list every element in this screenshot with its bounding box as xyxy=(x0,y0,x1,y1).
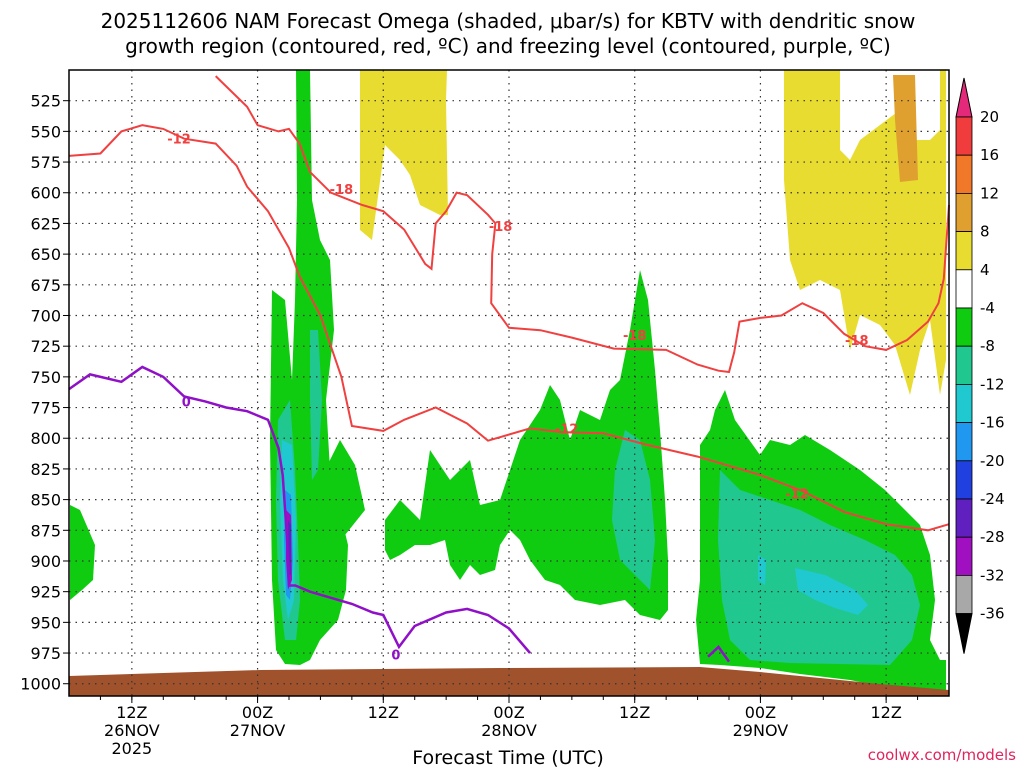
y-tick-label: 925 xyxy=(30,583,61,602)
colorbar-segment xyxy=(955,116,973,156)
time-gridlines xyxy=(131,70,887,696)
x-tick-day: 29NOV xyxy=(733,721,789,740)
contour-label: -12 xyxy=(785,487,809,502)
colorbar-segment xyxy=(955,192,973,232)
contour-labels: -12 -18 -18 -18 -18 -12 -12 0 0 xyxy=(167,133,869,664)
y-tick-label: 900 xyxy=(30,552,61,571)
y-axis: 525 550 575 600 625 650 675 700 725 750 775 800 825 8… xyxy=(20,92,69,694)
colorbar-cap-top xyxy=(955,77,973,118)
y-tick-label: 950 xyxy=(30,613,61,632)
colorbar-segment xyxy=(955,536,973,576)
colorbar-segment xyxy=(955,154,973,194)
y-tick-label: 825 xyxy=(30,460,61,479)
y-tick-label: 800 xyxy=(30,429,61,448)
y-tick-label: 975 xyxy=(30,644,61,663)
omega-negative-region xyxy=(758,555,766,585)
contour-label: -18 xyxy=(623,329,647,344)
contour-label: -18 xyxy=(845,334,869,349)
y-tick-label: 575 xyxy=(30,153,61,172)
colorbar-label: -20 xyxy=(980,452,1005,470)
colorbar-label: -12 xyxy=(980,375,1005,393)
colorbar-label: -4 xyxy=(980,299,995,317)
dgz-contour-upper xyxy=(68,124,950,532)
y-tick-label: 1000 xyxy=(20,675,61,694)
colorbar: 20 16 12 8 4 -4 -8 -12 -16 -20 -24 -28 -32 -36 xyxy=(955,77,1005,654)
omega-negative-region xyxy=(385,270,668,620)
x-tick-label: 12Z xyxy=(116,703,147,722)
colorbar-label: -28 xyxy=(980,528,1005,546)
x-tick-day: 26NOV xyxy=(104,721,160,740)
colorbar-label: -24 xyxy=(980,490,1005,508)
y-tick-label: 725 xyxy=(30,337,61,356)
omega-negative-region xyxy=(718,470,920,665)
colorbar-segment xyxy=(955,307,973,347)
contour-label: -12 xyxy=(555,422,579,437)
omega-negative-region xyxy=(612,430,655,590)
y-tick-label: 550 xyxy=(30,122,61,141)
chart-title-line1: 2025112606 NAM Forecast Omega (shaded, μ… xyxy=(101,9,916,33)
colorbar-label: -16 xyxy=(980,414,1005,432)
freezing-level-contour xyxy=(707,645,731,663)
y-tick-label: 875 xyxy=(30,521,61,540)
colorbar-label: -32 xyxy=(980,566,1005,584)
freezing-level-contour xyxy=(68,365,531,654)
x-axis-label: Forecast Time (UTC) xyxy=(412,747,603,768)
colorbar-label: 20 xyxy=(980,108,999,126)
omega-negative-region xyxy=(310,330,322,480)
y-tick-label: 850 xyxy=(30,491,61,510)
colorbar-segment xyxy=(955,575,973,615)
y-tick-label: 675 xyxy=(30,276,61,295)
colorbar-label: 12 xyxy=(980,184,999,202)
omega-positive-region xyxy=(360,70,448,240)
colorbar-segment xyxy=(955,422,973,462)
colorbar-segment xyxy=(955,269,973,309)
contour-label: -12 xyxy=(167,133,191,148)
y-tick-label: 650 xyxy=(30,245,61,264)
colorbar-label: -36 xyxy=(980,605,1005,623)
omega-negative-region xyxy=(70,505,95,600)
x-tick-label: 00Z xyxy=(493,703,524,722)
contour-label: -18 xyxy=(330,183,354,198)
colorbar-cap-bottom xyxy=(955,613,973,654)
y-tick-label: 600 xyxy=(30,184,61,203)
y-tick-label: 775 xyxy=(30,399,61,418)
colorbar-segment xyxy=(955,460,973,500)
colorbar-label: 8 xyxy=(980,223,990,241)
colorbar-segment xyxy=(955,498,973,538)
colorbar-label: 16 xyxy=(980,146,999,164)
x-tick-day: 27NOV xyxy=(230,721,286,740)
y-tick-label: 625 xyxy=(30,214,61,233)
colorbar-segment xyxy=(955,231,973,271)
x-tick-label: 12Z xyxy=(619,703,650,722)
omega-shading xyxy=(70,70,946,690)
y-tick-label: 525 xyxy=(30,92,61,111)
colorbar-label: -8 xyxy=(980,337,995,355)
colorbar-label: 4 xyxy=(980,261,990,279)
dgz-contour-lower xyxy=(215,75,950,374)
x-tick-label: 00Z xyxy=(242,703,273,722)
chart-title-line2: growth region (contoured, red, ºC) and f… xyxy=(125,34,891,58)
y-tick-label: 700 xyxy=(30,306,61,325)
omega-negative-region xyxy=(795,568,868,615)
x-tick-label: 12Z xyxy=(870,703,901,722)
contour-label: 0 xyxy=(182,395,191,410)
y-tick-label: 750 xyxy=(30,368,61,387)
colorbar-segment xyxy=(955,345,973,385)
omega-positive-region xyxy=(893,75,918,182)
x-tick-year: 2025 xyxy=(111,739,152,758)
contour-label: -18 xyxy=(489,220,513,235)
colorbar-segment xyxy=(955,383,973,423)
credit-text: coolwx.com/models xyxy=(868,746,1016,764)
omega-negative-region xyxy=(325,440,365,535)
x-tick-label: 00Z xyxy=(745,703,776,722)
contour-label: 0 xyxy=(391,648,400,663)
x-tick-label: 12Z xyxy=(368,703,399,722)
x-tick-day: 28NOV xyxy=(481,721,537,740)
